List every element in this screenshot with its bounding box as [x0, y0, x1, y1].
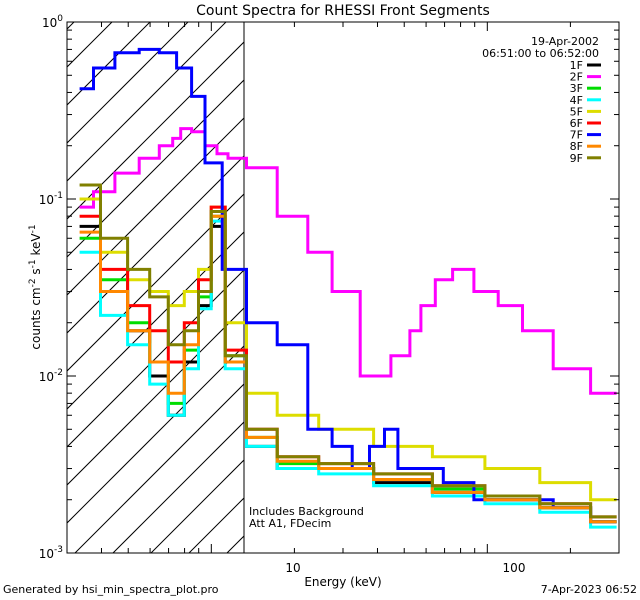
series-4F	[79, 219, 617, 529]
chart-title: Count Spectra for RHESSI Front Segments	[196, 3, 490, 19]
axis-ticks	[66, 21, 620, 554]
hatch-line	[74, 383, 244, 553]
hatch-line	[67, 41, 244, 220]
series-layer	[79, 47, 617, 529]
time-range-label: 06:51:00 to 06:52:00	[482, 47, 599, 60]
y-tick-label: 10-3	[39, 545, 63, 561]
legend-label-3F: 3F	[570, 82, 583, 95]
legend-label-1F: 1F	[570, 59, 583, 72]
hatch-line	[67, 22, 113, 68]
hatch-line	[67, 155, 244, 334]
series-2F	[79, 127, 617, 395]
hatch-line	[67, 269, 244, 448]
y-tick-labels: 100 10-1 10-2 10-3	[39, 14, 64, 561]
y-tick-label: 100	[42, 14, 63, 30]
x-tick-label: 10	[285, 561, 300, 575]
hatch-line	[341, 0, 640, 553]
hatch-line	[67, 22, 227, 182]
x-tick-label: 100	[503, 561, 526, 575]
annotation-attenuator: Att A1, FDecim	[249, 517, 331, 530]
legend-label-6F: 6F	[570, 117, 583, 130]
series-8F	[79, 214, 617, 524]
y-axis-label: counts cm-2 s-1 keV-1	[28, 224, 43, 349]
legend-label-9F: 9F	[570, 152, 583, 165]
y-tick-label: 10-1	[39, 191, 63, 207]
footer-timestamp: 7-Apr-2023 06:52	[540, 583, 637, 596]
hatch-line	[67, 22, 189, 144]
legend-label-4F: 4F	[570, 94, 583, 107]
footer-generated-by: Generated by hsi_min_spectra_plot.pro	[3, 583, 219, 596]
series-1F	[79, 224, 617, 524]
legend-label-7F: 7F	[570, 129, 583, 142]
hatch-line	[67, 193, 244, 372]
legend-label-2F: 2F	[570, 71, 583, 84]
x-axis-label: Energy (keV)	[304, 575, 381, 589]
hatch-line	[67, 79, 244, 258]
hatch-line	[67, 307, 244, 486]
series-3F	[79, 214, 617, 524]
annotation-background: Includes Background	[249, 505, 364, 518]
hatch-line	[67, 117, 244, 296]
hatch-line	[67, 22, 75, 30]
legend-label-8F: 8F	[570, 140, 583, 153]
series-5F	[79, 197, 617, 502]
hatch-line	[303, 0, 640, 553]
y-tick-label: 10-2	[39, 368, 63, 384]
series-9F	[79, 183, 617, 519]
legend-label-5F: 5F	[570, 105, 583, 118]
series-7F	[79, 47, 617, 524]
date-label: 19-Apr-2002	[531, 35, 599, 48]
hatch-line	[67, 345, 244, 524]
hatch-line	[112, 421, 244, 553]
